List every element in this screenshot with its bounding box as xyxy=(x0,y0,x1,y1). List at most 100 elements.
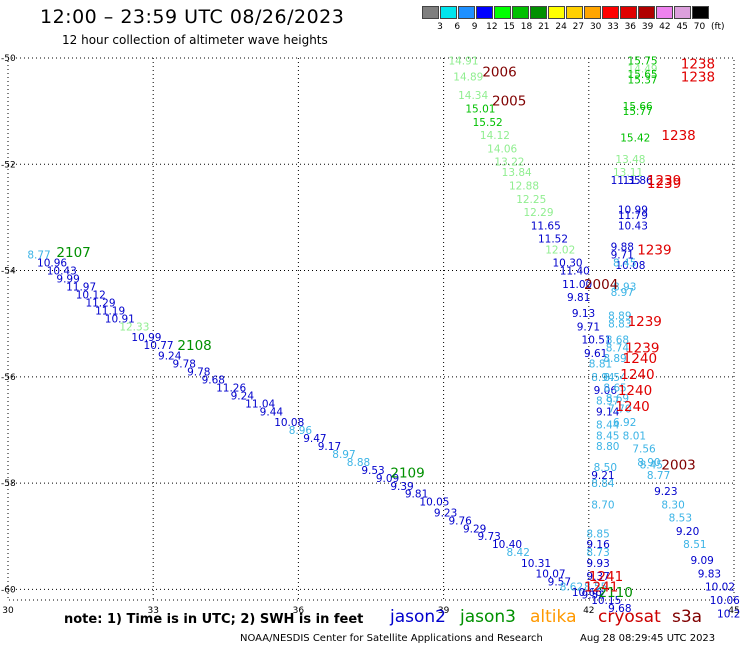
scale-swatch xyxy=(530,6,547,19)
swh-value-label: 11.19 xyxy=(95,305,125,317)
y-tick-label: -58 xyxy=(1,479,16,489)
swh-value-label: 8.69 xyxy=(606,393,629,405)
swh-value-label: 11.04 xyxy=(245,398,275,410)
swh-value-label: 6.92 xyxy=(613,417,636,429)
scale-swatch xyxy=(422,6,439,19)
swh-value-label: 9.83 xyxy=(698,568,721,580)
swh-value-label: 9.21 xyxy=(591,470,614,482)
pass-number-label: 2108 xyxy=(177,338,211,354)
scale-swatch xyxy=(674,6,691,19)
pass-number-label: 2003 xyxy=(661,458,695,474)
swh-value-label: 11.35 xyxy=(611,175,641,187)
scale-swatch xyxy=(602,6,619,19)
footer-timestamp: Aug 28 08:29:45 UTC 2023 xyxy=(580,633,716,644)
swh-value-label: 9.88 xyxy=(611,242,634,254)
swh-value-label: 9.06 xyxy=(594,385,618,397)
pass-number-label: 1239 xyxy=(628,314,662,330)
scale-label: 21 xyxy=(538,22,550,32)
swh-value-label: 8.84 xyxy=(591,478,615,490)
pass-number-label: 1238 xyxy=(661,128,695,144)
swh-value-label: 10.06 xyxy=(710,595,740,607)
swh-value-label: 8.73 xyxy=(586,547,609,559)
scale-label: 27 xyxy=(572,22,585,32)
swh-value-label: 8.01 xyxy=(623,430,646,442)
swh-value-label: 12.33 xyxy=(119,321,149,333)
y-tick-label: -56 xyxy=(1,373,16,383)
swh-value-label: 11.52 xyxy=(538,234,568,246)
swh-value-label: 8.50 xyxy=(594,462,617,474)
swh-value-label: 10.08 xyxy=(615,260,645,272)
pass-number-label: 2005 xyxy=(492,94,526,110)
satellite-legend-jason3: jason3 xyxy=(460,607,516,627)
swh-value-label: 10.40 xyxy=(492,539,522,551)
swh-value-label: 9.73 xyxy=(477,531,500,543)
scale-unit: (ft) xyxy=(711,22,725,32)
swh-value-label: 10.43 xyxy=(618,220,648,232)
swh-value-label: 8.65 xyxy=(603,382,626,394)
scale-label: 39 xyxy=(641,22,654,32)
swh-value-label: 15.75 xyxy=(628,56,658,68)
swh-value-label: 8.42 xyxy=(507,547,530,559)
swh-value-label: 14.49 xyxy=(628,64,658,76)
swh-value-label: 9.68 xyxy=(202,374,225,386)
swh-value-label: 15.01 xyxy=(465,103,495,115)
x-tick-label: 33 xyxy=(147,606,158,616)
scale-swatch xyxy=(458,6,475,19)
satellite-legend-jason2: jason2 xyxy=(390,607,446,627)
swh-value-label: 8.90 xyxy=(637,457,660,469)
swh-value-label: 9.16 xyxy=(586,539,610,551)
swh-value-label: 10.29 xyxy=(717,608,740,620)
swh-value-label: 8.53 xyxy=(669,513,692,525)
swh-value-label: 13.84 xyxy=(502,167,532,179)
data-labels: 8.7710.9610.439.9911.9710.1211.2911.1910… xyxy=(27,56,740,621)
swh-value-label: 10.05 xyxy=(419,497,449,509)
swh-value-label: 9.78 xyxy=(187,367,210,379)
swh-value-label: 8.45 xyxy=(640,460,663,472)
swh-value-label: 9.17 xyxy=(318,441,341,453)
swh-value-label: 9.81 xyxy=(567,292,590,304)
swh-value-label: 15.77 xyxy=(623,106,653,118)
plot-border xyxy=(7,57,735,601)
swh-value-label: 10.77 xyxy=(144,340,174,352)
scale-swatch xyxy=(620,6,637,19)
swh-value-label: 14.12 xyxy=(480,130,510,142)
axis-ticks: 30 33 36 39 42 45 -50 -52 -54 -56 -58 -60 xyxy=(1,54,740,616)
swh-value-label: 9.20 xyxy=(676,526,699,538)
swh-value-label: 10.31 xyxy=(521,558,551,570)
swh-value-label: 10.99 xyxy=(131,332,161,344)
pass-number-label: 2109 xyxy=(390,465,424,481)
swh-value-label: 10.96 xyxy=(37,258,67,270)
swh-value-label: 8.94 xyxy=(591,372,615,384)
pass-number-label: 2006 xyxy=(482,64,516,80)
swh-value-label: 8.45 xyxy=(613,258,636,270)
swh-value-label: 9.76 xyxy=(448,515,472,527)
pass-number-label: 1240 xyxy=(615,399,649,415)
x-tick-label: 45 xyxy=(728,606,739,616)
swh-value-label: 11.97 xyxy=(66,281,96,293)
page-subtitle: 12 hour collection of altimeter wave hei… xyxy=(62,33,328,47)
swh-value-label: 10.12 xyxy=(76,289,106,301)
scale-swatch xyxy=(512,6,529,19)
swh-value-label: 9.68 xyxy=(608,603,631,615)
scale-swatch xyxy=(584,6,601,19)
y-tick-label: -52 xyxy=(1,160,16,170)
scale-swatch xyxy=(548,6,565,19)
swh-value-label: 10.08 xyxy=(274,417,304,429)
swh-value-label: 11.00 xyxy=(562,279,592,291)
satellite-legend-altika: altika xyxy=(530,607,577,627)
swh-value-label: 9.29 xyxy=(463,523,486,535)
swh-value-label: 10.02 xyxy=(705,582,735,594)
swh-value-label: 7.56 xyxy=(632,444,656,456)
swh-value-label: 10.15 xyxy=(591,595,621,607)
scale-swatch xyxy=(656,6,673,19)
x-tick-label: 42 xyxy=(583,606,594,616)
footer-credit: NOAA/NESDIS Center for Satellite Applica… xyxy=(240,633,543,644)
swh-value-label: 11.40 xyxy=(560,266,590,278)
swh-value-label: 8.97 xyxy=(332,449,355,461)
pass-number-label: 1240 xyxy=(620,367,654,383)
swh-value-label: 8.77 xyxy=(27,250,50,262)
scale-label: 6 xyxy=(454,22,461,32)
swh-value-label: 9.99 xyxy=(56,274,79,286)
x-tick-label: 30 xyxy=(2,606,14,616)
swh-value-label: 10.43 xyxy=(47,266,77,278)
